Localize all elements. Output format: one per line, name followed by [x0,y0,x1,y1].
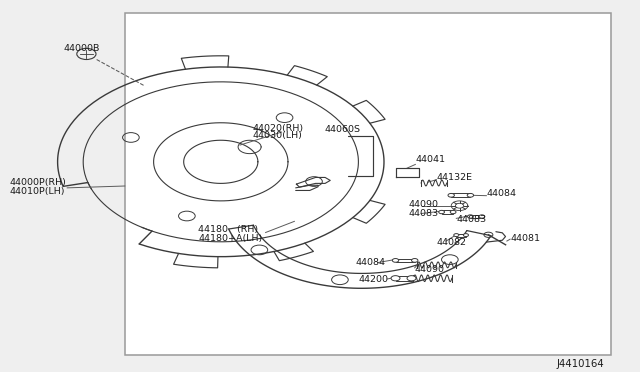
Bar [396,259,415,262]
Text: 44000P(RH): 44000P(RH) [10,178,67,187]
Circle shape [463,234,468,237]
Text: 44010P(LH): 44010P(LH) [10,187,65,196]
Text: 44000B: 44000B [64,44,100,53]
Circle shape [479,215,485,218]
Circle shape [439,211,444,214]
Bar [451,193,470,197]
Text: J4410164: J4410164 [557,359,605,369]
Text: 44083: 44083 [456,215,486,224]
Text: 44180+A(LH): 44180+A(LH) [198,234,262,243]
Bar [470,215,482,218]
Circle shape [467,193,474,197]
Text: 44020(RH): 44020(RH) [253,124,304,133]
Text: 44132E: 44132E [436,173,472,182]
Text: 44084: 44084 [486,189,516,198]
Circle shape [448,193,454,197]
Circle shape [392,259,399,262]
Text: 44200: 44200 [358,275,388,283]
Text: 44030(LH): 44030(LH) [253,131,303,140]
Text: 44041: 44041 [415,155,445,164]
Circle shape [467,215,474,218]
Bar [442,211,453,214]
Text: 44082: 44082 [436,238,467,247]
Circle shape [407,276,416,281]
Text: 44081: 44081 [510,234,540,243]
Bar [456,234,466,237]
Text: 44083: 44083 [408,209,438,218]
Circle shape [454,234,459,237]
Circle shape [451,211,456,214]
Text: 44084: 44084 [355,258,385,267]
Text: 44060S: 44060S [324,125,360,134]
Text: 44180   (RH): 44180 (RH) [198,225,259,234]
Bar [396,276,412,281]
Circle shape [391,276,400,281]
Text: 44090: 44090 [415,265,445,274]
Circle shape [412,259,418,262]
Text: 44090: 44090 [408,200,438,209]
Bar [125,13,611,355]
